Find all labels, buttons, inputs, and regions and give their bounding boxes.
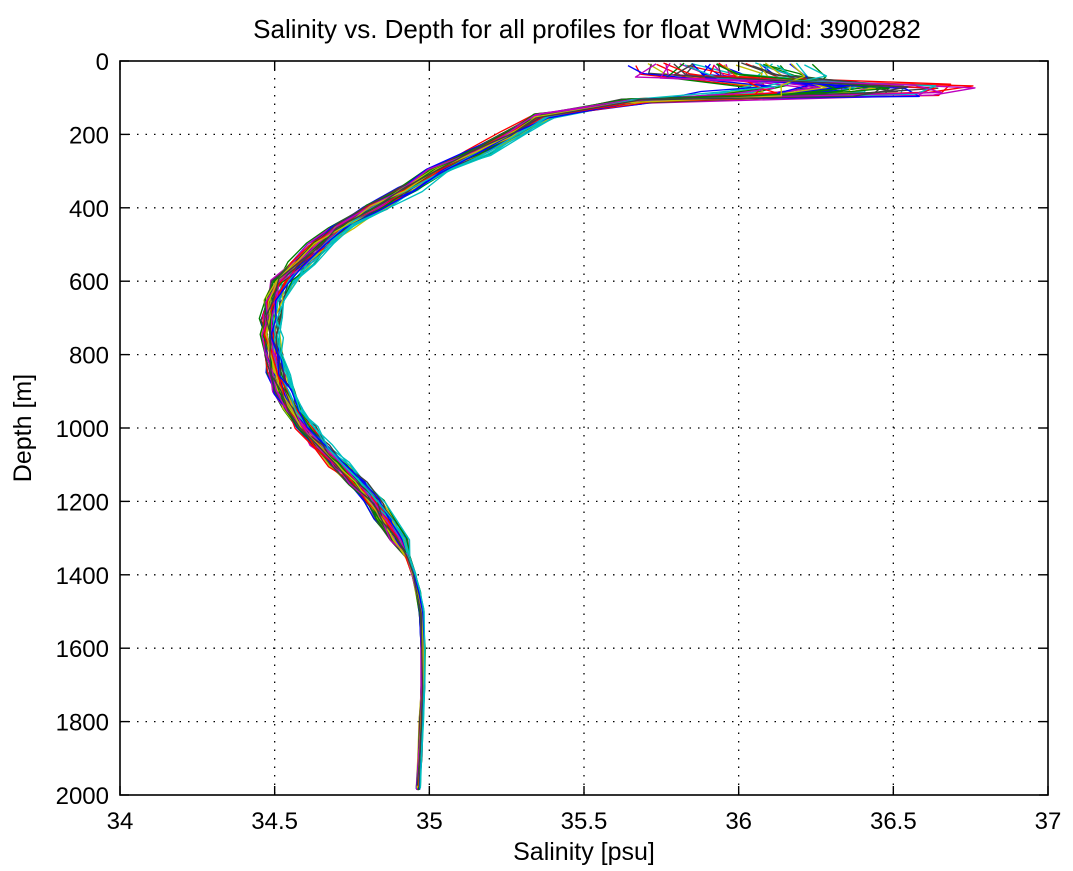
profile-line: [268, 62, 765, 787]
profile-lines: [258, 62, 976, 791]
profile-line: [264, 63, 775, 789]
x-tick-label: 35: [416, 808, 443, 835]
profile-line: [275, 62, 885, 789]
chart-title: Salinity vs. Depth for all profiles for …: [253, 14, 921, 44]
y-tick-label: 200: [69, 122, 109, 149]
profile-line: [269, 62, 778, 788]
profile-line: [275, 64, 937, 789]
profile-line: [263, 65, 752, 788]
profile-line: [258, 64, 794, 788]
profile-line: [260, 64, 763, 788]
x-tick-label: 34: [107, 808, 134, 835]
profile-line: [276, 62, 808, 790]
profile-line: [263, 65, 937, 788]
profile-line: [268, 64, 952, 789]
y-tick-label: 600: [69, 269, 109, 296]
profile-line: [278, 63, 905, 786]
y-tick-label: 400: [69, 196, 109, 223]
y-tick-labels: 0 200 400 600 800 1000 1200 1400 1600 1800 2000: [56, 49, 109, 810]
profile-line: [265, 63, 827, 788]
x-tick-label: 37: [1035, 808, 1062, 835]
profile-line: [275, 62, 868, 787]
profile-line: [260, 64, 821, 787]
profile-line: [272, 64, 828, 789]
profile-line: [259, 63, 838, 787]
profile-line: [278, 64, 793, 788]
profile-line: [270, 63, 920, 790]
y-tick-label: 1600: [56, 636, 109, 663]
profile-line: [262, 62, 762, 790]
profile-line: [270, 62, 934, 788]
x-tick-label: 34.5: [251, 808, 298, 835]
profile-line: [276, 64, 866, 786]
profile-line: [265, 63, 764, 789]
profile-line: [265, 64, 852, 786]
x-tick-label: 36: [725, 808, 752, 835]
profile-line: [262, 62, 976, 790]
x-axis-label: Salinity [psu]: [513, 838, 655, 866]
y-tick-label: 1200: [56, 489, 109, 516]
profile-line: [260, 63, 850, 788]
y-tick-label: 1800: [56, 710, 109, 737]
profile-line: [261, 63, 943, 791]
profile-line: [269, 65, 855, 786]
profile-line: [269, 63, 878, 790]
y-tick-label: 800: [69, 343, 109, 370]
profile-line: [279, 64, 847, 788]
y-tick-label: 0: [96, 49, 109, 76]
x-tick-labels: 34 34.5 35 35.5 36 36.5 37: [107, 808, 1062, 835]
profile-line: [270, 62, 843, 790]
profile-line: [270, 64, 874, 789]
profile-line: [265, 63, 809, 790]
profile-line: [273, 62, 828, 790]
y-axis-label: Depth [m]: [9, 374, 37, 482]
profile-line: [268, 64, 939, 790]
grid-lines: [120, 61, 1048, 795]
profile-line: [272, 63, 846, 790]
profile-line: [260, 64, 815, 787]
y-tick-label: 1400: [56, 563, 109, 590]
profile-line: [266, 63, 806, 789]
profile-line: [261, 63, 974, 790]
profile-line: [269, 62, 864, 788]
y-tick-label: 2000: [56, 783, 109, 810]
profile-line: [273, 63, 830, 790]
profile-line: [267, 63, 890, 791]
profile-line: [265, 63, 909, 786]
profile-line: [266, 63, 876, 790]
x-tick-label: 36.5: [870, 808, 917, 835]
x-tick-label: 35.5: [561, 808, 608, 835]
profile-line: [265, 63, 813, 791]
y-tick-label: 1000: [56, 416, 109, 443]
axis-ticks: [119, 60, 1049, 796]
profile-line: [272, 63, 862, 786]
